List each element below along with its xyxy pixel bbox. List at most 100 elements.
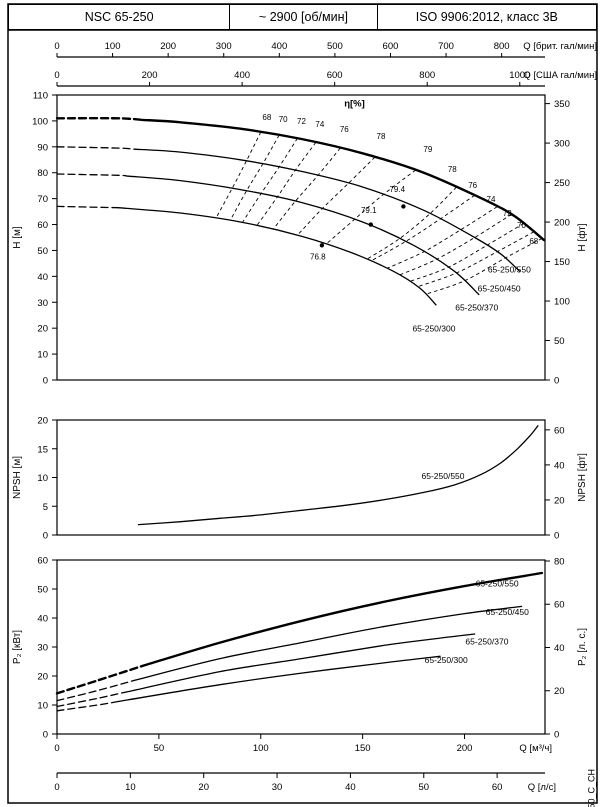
svg-text:68: 68 [529,237,538,246]
svg-text:Q [л/с]: Q [л/с] [528,782,556,793]
svg-text:65-250/370: 65-250/370 [465,637,508,647]
svg-text:65-250/450: 65-250/450 [478,283,521,293]
svg-text:79.1: 79.1 [361,206,377,215]
svg-text:70: 70 [37,194,48,205]
svg-text:10: 10 [125,782,136,793]
svg-text:78: 78 [448,165,457,174]
efficiency-contour [370,194,475,262]
svg-text:5: 5 [43,502,48,513]
efficiency-contour [256,142,317,227]
svg-text:150: 150 [554,257,570,268]
top-flow-axis-0: 0 100 200 300 400 500 600 700 800 Q [брит. гал/ми… [54,41,597,58]
svg-text:0: 0 [54,70,59,81]
svg-text:P₂ [л. с.]: P₂ [л. с.] [577,628,588,666]
svg-text:72: 72 [297,117,306,126]
svg-text:90: 90 [37,142,48,153]
svg-text:40: 40 [37,272,48,283]
svg-text:30: 30 [272,782,283,793]
svg-text:65-250/300: 65-250/300 [412,323,455,333]
svg-text:50: 50 [418,782,429,793]
svg-text:20: 20 [37,416,48,427]
bep-dot [319,243,325,248]
curve-65-250/450-minflow [56,146,136,150]
svg-text:800: 800 [494,41,510,52]
efficiency-contour [242,138,298,223]
svg-text:NPSH [фт]: NPSH [фт] [576,453,588,502]
svg-text:40: 40 [345,782,356,793]
efficiency-contour [409,223,524,282]
curve-65-250/300 [117,207,437,306]
curve-65-250/550 [141,571,544,668]
svg-text:P₂ [кВт]: P₂ [кВт] [12,630,23,664]
efficiency-contour [325,169,416,245]
curve-65-250/450 [133,605,523,682]
svg-text:40: 40 [554,460,565,471]
svg-text:600: 600 [383,41,399,52]
svg-text:0: 0 [43,376,48,387]
svg-text:600: 600 [327,70,343,81]
bottom-flow-axis-0: 0 50 100 150 200 Q [м³/ч] [54,734,552,754]
efficiency-contour [425,238,543,295]
svg-text:500: 500 [327,41,343,52]
svg-text:50: 50 [37,585,48,596]
standard-reference: ISO 9906:2012, класс 3В [415,10,558,24]
svg-text:60: 60 [37,220,48,231]
svg-text:800: 800 [419,70,435,81]
svg-text:200: 200 [160,41,176,52]
svg-text:Q [США гал/мин]: Q [США гал/мин] [523,70,597,81]
svg-text:0: 0 [54,782,59,793]
svg-text:50: 50 [37,246,48,257]
svg-text:Q [м³/ч]: Q [м³/ч] [519,743,552,754]
svg-text:Q [брит. гал/мин]: Q [брит. гал/мин] [523,41,597,52]
efficiency-contour [417,231,535,288]
svg-text:0: 0 [554,376,559,387]
header-table: NSC 65-250 ~ 2900 [об/мин] ISO 9906:2012… [8,4,597,30]
svg-text:NPSH [м]: NPSH [м] [12,456,23,499]
svg-text:65-250/300: 65-250/300 [425,655,468,665]
svg-text:70: 70 [517,221,526,230]
pump-speed: ~ 2900 [об/мин] [230,5,378,29]
svg-text:60: 60 [554,600,565,611]
svg-text:68: 68 [262,113,271,122]
svg-text:10: 10 [37,701,48,712]
curve-65-250/370-minflow [56,173,127,177]
svg-text:50: 50 [154,743,165,754]
svg-text:74: 74 [315,120,324,129]
curve-65-250/550 [137,425,539,526]
svg-text:η[%]: η[%] [344,99,365,110]
svg-text:40: 40 [554,643,565,654]
svg-text:70: 70 [279,115,288,124]
svg-text:65-250/550: 65-250/550 [422,471,465,481]
svg-text:20: 20 [554,495,565,506]
svg-text:300: 300 [216,41,232,52]
efficiency-contour [297,156,376,236]
bep-dot [401,204,406,209]
power-chart: 0 10 20 30 40 50 60 0 20 40 60 80 P₂ [кВт] P₂ [л. с.]… [12,556,588,741]
svg-text:250: 250 [554,178,570,189]
svg-text:30: 30 [37,643,48,654]
curve-65-250/450-minflow [56,679,136,702]
curve-65-250/550 [141,118,546,242]
curve-65-250/450 [133,148,521,272]
svg-text:700: 700 [438,41,454,52]
svg-text:65-250/370: 65-250/370 [455,303,498,313]
svg-text:200: 200 [142,70,158,81]
svg-text:30: 30 [37,298,48,309]
svg-text:65-250/450: 65-250/450 [486,607,529,617]
npsh-chart: 0 5 10 15 20 0 20 40 60 NPSH [м] NPSH [фт] 65-250/5… [12,416,588,542]
efficiency-contour [386,206,498,269]
curve-65-250/300-minflow [56,205,119,209]
svg-text:60: 60 [492,782,503,793]
curve-65-250/550-minflow [55,117,144,122]
svg-text:100: 100 [554,297,570,308]
svg-text:50: 50 [554,336,565,347]
svg-text:0: 0 [54,41,59,52]
svg-text:300: 300 [554,139,570,150]
svg-text:65-250/550: 65-250/550 [488,264,531,274]
svg-text:20: 20 [554,686,565,697]
svg-text:110: 110 [33,91,48,102]
svg-text:20: 20 [198,782,209,793]
